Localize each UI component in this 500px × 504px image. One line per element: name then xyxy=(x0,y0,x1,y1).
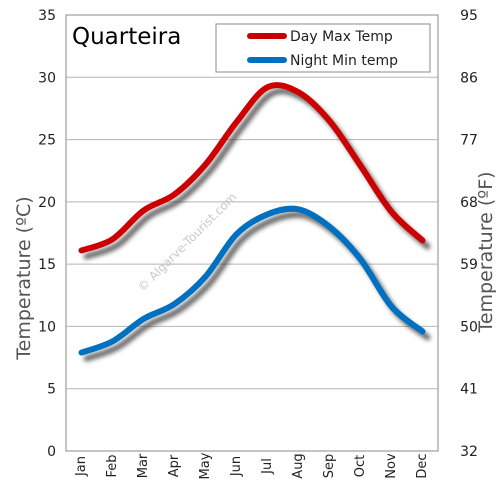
y-tick-label-right: 50 xyxy=(460,319,478,335)
x-tick-label-dec: Dec xyxy=(415,453,430,478)
series-lines xyxy=(78,82,426,356)
series-line-day-max-temp xyxy=(78,82,426,254)
y-tick-label-left: 30 xyxy=(38,70,56,86)
x-tick-label-may: May xyxy=(198,452,213,479)
x-tick-label-sep: Sep xyxy=(322,454,337,479)
x-tick-label-nov: Nov xyxy=(384,453,399,479)
x-tick-label-jun: Jun xyxy=(229,456,244,477)
y-tick-label-left: 0 xyxy=(47,444,56,460)
legend-label-day-max: Day Max Temp xyxy=(290,29,393,45)
legend-box xyxy=(215,23,431,73)
y-tick-label-right: 95 xyxy=(460,8,478,24)
x-tick-label-mar: Mar xyxy=(136,453,151,478)
y-axis-right-ticks: 32 41 50 59 68 77 86 95 xyxy=(460,8,478,460)
legend: Day Max Temp Night Min temp xyxy=(215,23,431,73)
x-tick-label-aug: Aug xyxy=(291,453,306,478)
y-tick-label-right: 32 xyxy=(460,444,478,460)
y-axis-right-label: Temperature (ºF) xyxy=(475,171,497,333)
legend-label-night-min: Night Min temp xyxy=(290,53,398,69)
y-tick-label-left: 35 xyxy=(38,8,56,24)
y-axis-left-ticks: 0 5 10 15 20 25 30 35 xyxy=(38,8,56,460)
x-tick-label-jan: Jan xyxy=(74,456,89,477)
series-line-night-min-temp xyxy=(78,205,426,356)
y-tick-label-left: 20 xyxy=(38,195,56,211)
grid-lines xyxy=(66,76,438,390)
x-tick-label-apr: Apr xyxy=(167,454,182,477)
y-tick-label-right: 41 xyxy=(460,382,478,398)
chart-title: Quarteira xyxy=(72,24,181,50)
y-tick-label-right: 68 xyxy=(460,195,478,211)
y-tick-label-right: 77 xyxy=(460,133,478,149)
y-tick-label-left: 5 xyxy=(47,382,56,398)
y-tick-label-right: 59 xyxy=(460,257,478,273)
y-tick-label-right: 86 xyxy=(460,70,478,86)
y-tick-label-left: 15 xyxy=(38,257,56,273)
x-tick-label-feb: Feb xyxy=(105,454,120,477)
y-tick-label-left: 25 xyxy=(38,133,56,149)
x-tick-label-jul: Jul xyxy=(260,458,275,475)
x-tick-label-oct: Oct xyxy=(353,455,368,477)
y-tick-label-left: 10 xyxy=(38,319,56,335)
y-axis-left-label: Temperature (ºC) xyxy=(13,196,35,360)
x-axis-ticks: Jan Feb Mar Apr May Jun Jul Aug Sep Oct Nov Dec xyxy=(74,452,430,479)
